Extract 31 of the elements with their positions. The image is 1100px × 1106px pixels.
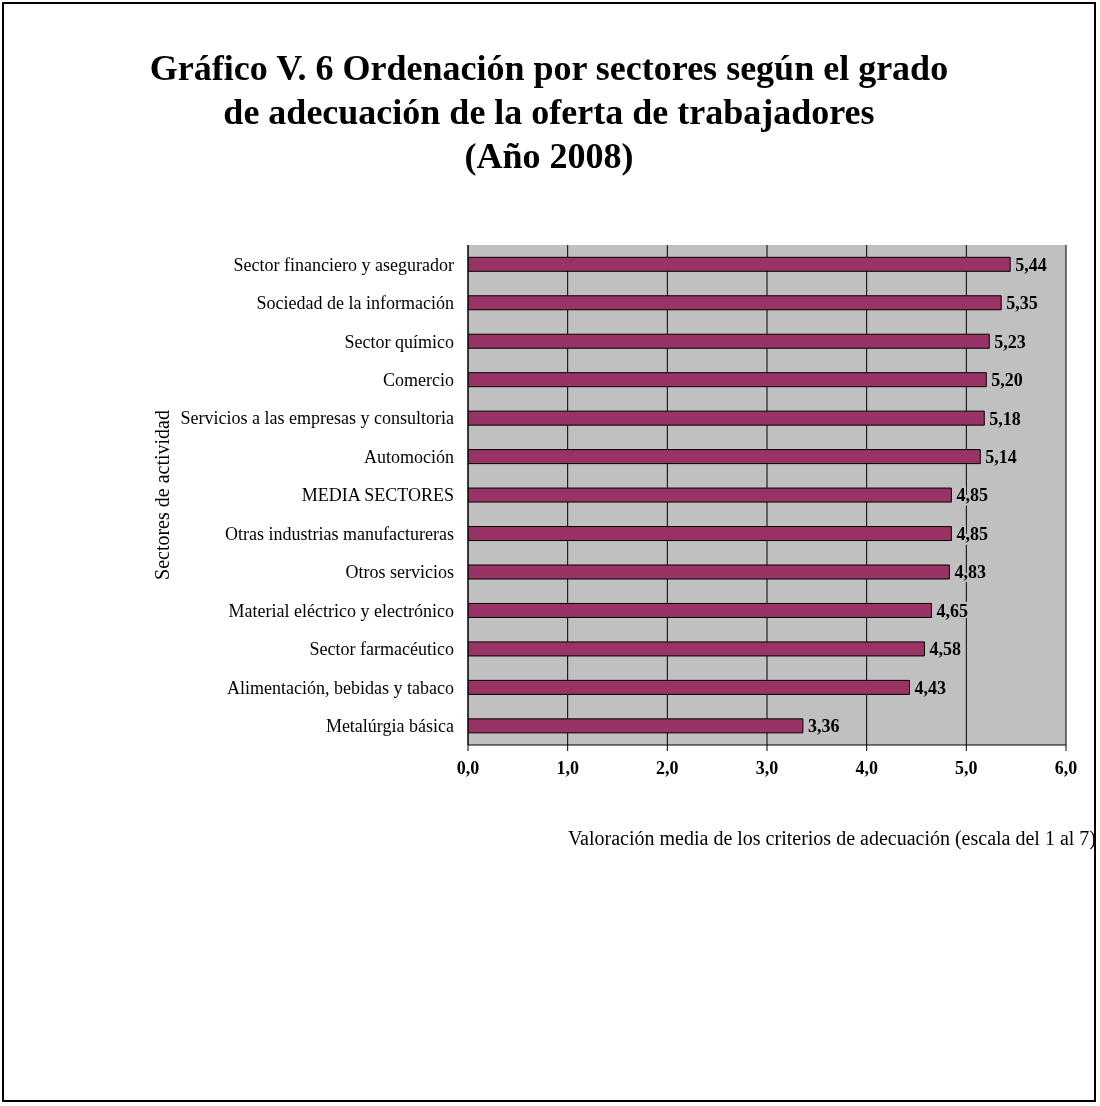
- x-tick-label: 2,0: [656, 757, 679, 778]
- chart-title: Gráfico V. 6 Ordenación por sectores según el grado de adecuación de la oferta de trabajadores (Año 2008): [148, 47, 950, 178]
- x-tick-label: 3,0: [755, 757, 779, 778]
- data-label: 5,20: [991, 370, 1023, 391]
- y-tick-label: Metalúrgia básica: [325, 716, 454, 737]
- y-tick-label: Alimentación, bebidas y tabaco: [227, 677, 454, 698]
- data-label: 5,44: [1015, 254, 1047, 275]
- y-tick-label: Sociedad de la información: [256, 293, 454, 314]
- data-label: 5,14: [985, 447, 1017, 468]
- y-tick-label: Otras industrias manufactureras: [225, 523, 454, 544]
- y-tick-label: Sector farmacéutico: [309, 639, 454, 660]
- y-tick-label: Sector químico: [344, 331, 454, 352]
- y-tick-label: Comercio: [383, 370, 454, 391]
- y-tick-label: Material eléctrico y electrónico: [228, 600, 454, 621]
- y-tick-label: Automoción: [364, 446, 454, 467]
- data-label: 4,43: [914, 677, 947, 698]
- x-tick-label: 6,0: [1054, 757, 1078, 778]
- x-tick-label: 4,0: [855, 757, 878, 778]
- x-tick-label: 5,0: [955, 757, 978, 778]
- y-tick-label: Servicios a las empresas y consultoria: [180, 408, 454, 429]
- y-tick-label: Otros servicios: [345, 562, 454, 583]
- data-label: 4,58: [929, 639, 961, 660]
- y-tick-label: MEDIA SECTORES: [301, 485, 454, 506]
- x-tick-label: 1,0: [556, 757, 579, 778]
- data-label: 3,36: [807, 716, 840, 737]
- data-label: 5,23: [994, 331, 1026, 352]
- y-tick-label: Sector financiero y asegurador: [233, 254, 454, 275]
- data-label: 5,35: [1006, 293, 1038, 314]
- data-label: 5,18: [989, 408, 1021, 429]
- y-axis-title: Sectores de actividad: [151, 410, 174, 580]
- x-tick-label: 0,0: [456, 757, 480, 778]
